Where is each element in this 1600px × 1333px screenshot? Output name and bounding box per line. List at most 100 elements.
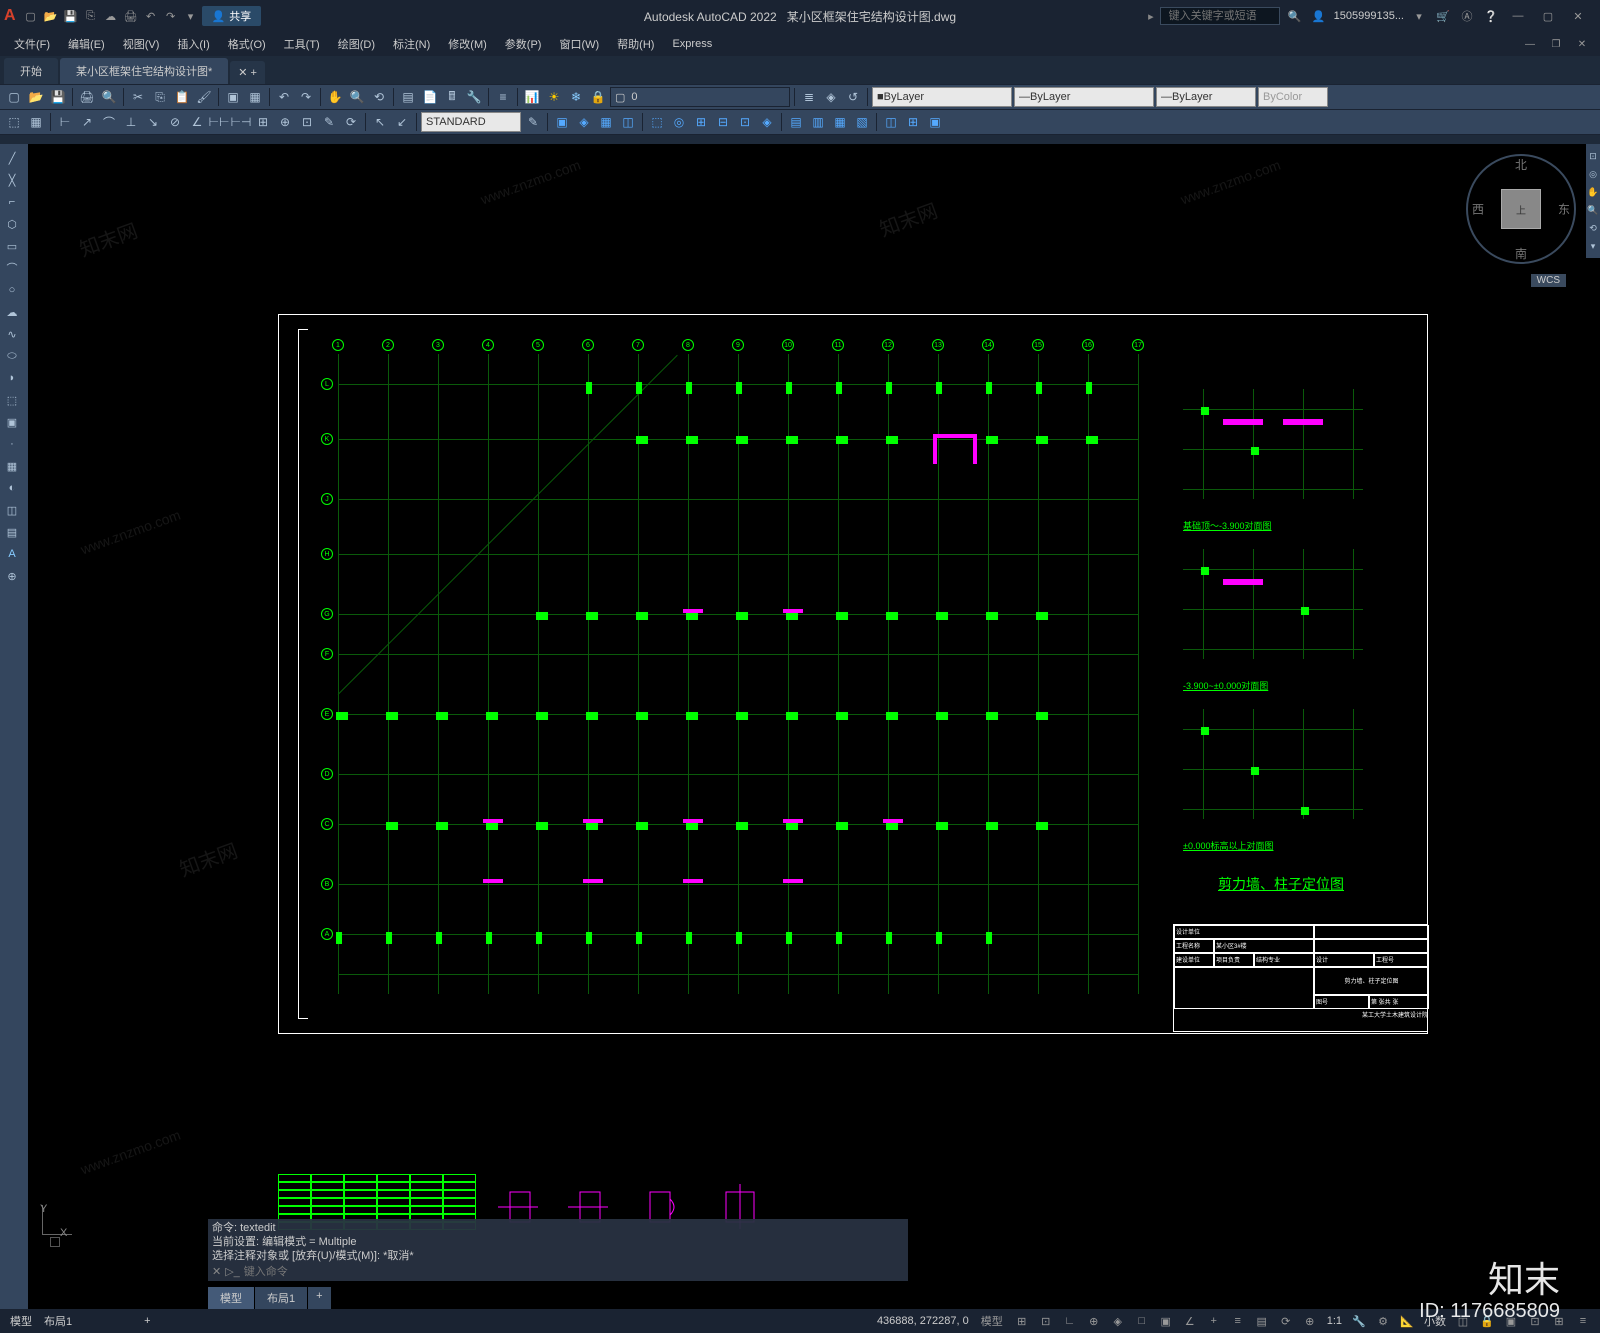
- nav-full-btn[interactable]: ⊡: [1587, 148, 1599, 164]
- sb-trans-btn[interactable]: ▤: [1251, 1312, 1273, 1330]
- command-line[interactable]: 命令: textedit 当前设置: 编辑模式 = Multiple 选择注释对…: [208, 1219, 908, 1281]
- sheet-btn[interactable]: 📄: [420, 87, 440, 107]
- viewcube-east[interactable]: 东: [1558, 201, 1570, 218]
- prop-btn[interactable]: ▤: [398, 87, 418, 107]
- b14-btn[interactable]: ▧: [852, 112, 872, 132]
- paste-btn[interactable]: 📋: [172, 87, 192, 107]
- layer-mgr-icon[interactable]: 📊: [522, 87, 542, 107]
- b7-btn[interactable]: ⊞: [691, 112, 711, 132]
- menu-draw[interactable]: 绘图(D): [330, 34, 383, 54]
- lineweight-dropdown[interactable]: — ByLayer: [1156, 87, 1256, 107]
- copy-btn[interactable]: ⎘: [150, 87, 170, 107]
- b1-btn[interactable]: ▣: [552, 112, 572, 132]
- layer-dropdown[interactable]: ▢ 0: [610, 87, 790, 107]
- sb-layout-label[interactable]: 布局1: [40, 1313, 76, 1329]
- menu-help[interactable]: 帮助(H): [609, 34, 662, 54]
- nav-pan-btn[interactable]: ✋: [1587, 184, 1599, 200]
- cart-icon[interactable]: 🛒: [1434, 7, 1452, 25]
- qat-dropdown-icon[interactable]: ▾: [182, 7, 200, 25]
- minimize-button[interactable]: —: [1506, 4, 1530, 28]
- sb-model-label[interactable]: 模型: [6, 1313, 36, 1329]
- web-icon[interactable]: ☁: [102, 7, 120, 25]
- sb-ortho-btn[interactable]: ∟: [1059, 1312, 1081, 1330]
- layer-prev-btn[interactable]: ↺: [843, 87, 863, 107]
- point-btn[interactable]: ·: [2, 434, 22, 454]
- sb-iso-btn[interactable]: ◈: [1107, 1312, 1129, 1330]
- t2-btn[interactable]: ⬚: [4, 112, 24, 132]
- block-btn[interactable]: ▣: [223, 87, 243, 107]
- cut-btn[interactable]: ✂: [128, 87, 148, 107]
- open-btn[interactable]: 📂: [26, 87, 46, 107]
- b16-btn[interactable]: ⊞: [903, 112, 923, 132]
- sb-model-btn[interactable]: 模型: [975, 1312, 1009, 1330]
- match-btn[interactable]: 🖌: [194, 87, 214, 107]
- viewcube[interactable]: 上 北 南 东 西: [1466, 154, 1576, 264]
- b15-btn[interactable]: ◫: [881, 112, 901, 132]
- undo-btn[interactable]: ↶: [274, 87, 294, 107]
- sb-snap-btn[interactable]: ⊡: [1035, 1312, 1057, 1330]
- preview-btn[interactable]: 🔍: [99, 87, 119, 107]
- color-dropdown[interactable]: ■ ByLayer: [872, 87, 1012, 107]
- menu-view[interactable]: 视图(V): [115, 34, 168, 54]
- sb-cycle-btn[interactable]: ⟳: [1275, 1312, 1297, 1330]
- drawing-canvas[interactable]: 上 北 南 东 西 WCS: [28, 144, 1586, 1309]
- ellipsearc-btn[interactable]: ◗: [2, 368, 22, 388]
- menu-express[interactable]: Express: [664, 36, 720, 52]
- leader-btn[interactable]: ↖: [370, 112, 390, 132]
- redo-icon[interactable]: ↷: [162, 7, 180, 25]
- hatch-btn[interactable]: ▦: [2, 456, 22, 476]
- sb-grid-btn[interactable]: ⊞: [1011, 1312, 1033, 1330]
- user-icon[interactable]: 👤: [1310, 7, 1328, 25]
- plotstyle-dropdown[interactable]: ByColor: [1258, 87, 1328, 107]
- b4-btn[interactable]: ◫: [618, 112, 638, 132]
- sb-scale[interactable]: 1:1: [1323, 1315, 1346, 1327]
- b5-btn[interactable]: ⬚: [647, 112, 667, 132]
- pline-btn[interactable]: ⌐: [2, 192, 22, 212]
- saveas-icon[interactable]: ⎘: [82, 7, 100, 25]
- doc-restore-button[interactable]: ❐: [1544, 32, 1568, 56]
- save-icon[interactable]: 💾: [62, 7, 80, 25]
- tab-layout1[interactable]: 布局1: [255, 1287, 307, 1309]
- gradient-btn[interactable]: ◐: [2, 478, 22, 498]
- b2-btn[interactable]: ◈: [574, 112, 594, 132]
- orbit-btn[interactable]: ⟲: [369, 87, 389, 107]
- b9-btn[interactable]: ⊡: [735, 112, 755, 132]
- menu-dimension[interactable]: 标注(N): [385, 34, 438, 54]
- dim-cont-btn[interactable]: ⊢⊢: [209, 112, 229, 132]
- doc-close-button[interactable]: ✕: [1570, 32, 1594, 56]
- b12-btn[interactable]: ▥: [808, 112, 828, 132]
- spline-btn[interactable]: ∿: [2, 324, 22, 344]
- textstyle-dropdown[interactable]: STANDARD: [421, 112, 521, 132]
- dim-ord-btn[interactable]: ⊥: [121, 112, 141, 132]
- viewcube-south[interactable]: 南: [1515, 245, 1527, 262]
- menu-parametric[interactable]: 参数(P): [497, 34, 550, 54]
- circle-btn[interactable]: ○: [2, 280, 22, 300]
- nav-orbit-btn[interactable]: ⟲: [1587, 220, 1599, 236]
- menu-window[interactable]: 窗口(W): [551, 34, 607, 54]
- dim-base-btn[interactable]: ⊢⊣: [231, 112, 251, 132]
- tool-btn[interactable]: 🔧: [464, 87, 484, 107]
- ts-btn[interactable]: ✎: [523, 112, 543, 132]
- sb-otrack-btn[interactable]: ∠: [1179, 1312, 1201, 1330]
- dim-linear-btn[interactable]: ⊢: [55, 112, 75, 132]
- menu-file[interactable]: 文件(F): [6, 34, 58, 54]
- wcs-label[interactable]: WCS: [1531, 274, 1566, 287]
- viewcube-top[interactable]: 上: [1501, 189, 1541, 229]
- layer-lock-btn[interactable]: 🔒: [588, 87, 608, 107]
- tab-new[interactable]: ✕ +: [230, 61, 265, 84]
- dim-edit-btn[interactable]: ⊡: [297, 112, 317, 132]
- b13-btn[interactable]: ▦: [830, 112, 850, 132]
- calc-btn[interactable]: 🖩: [442, 87, 462, 107]
- pan-btn[interactable]: ✋: [325, 87, 345, 107]
- ellipse-btn[interactable]: ⬭: [2, 346, 22, 366]
- zoom-btn[interactable]: 🔍: [347, 87, 367, 107]
- dim-ang-btn[interactable]: ∠: [187, 112, 207, 132]
- tab-start[interactable]: 开始: [4, 58, 58, 84]
- nav-zoom-btn[interactable]: 🔍: [1587, 202, 1599, 218]
- line-btn[interactable]: ╱: [2, 148, 22, 168]
- menu-format[interactable]: 格式(O): [220, 34, 274, 54]
- b17-btn[interactable]: ▣: [925, 112, 945, 132]
- layer-freeze-btn[interactable]: ❄: [566, 87, 586, 107]
- sb-polar-btn[interactable]: ⊕: [1083, 1312, 1105, 1330]
- close-button[interactable]: ✕: [1566, 4, 1590, 28]
